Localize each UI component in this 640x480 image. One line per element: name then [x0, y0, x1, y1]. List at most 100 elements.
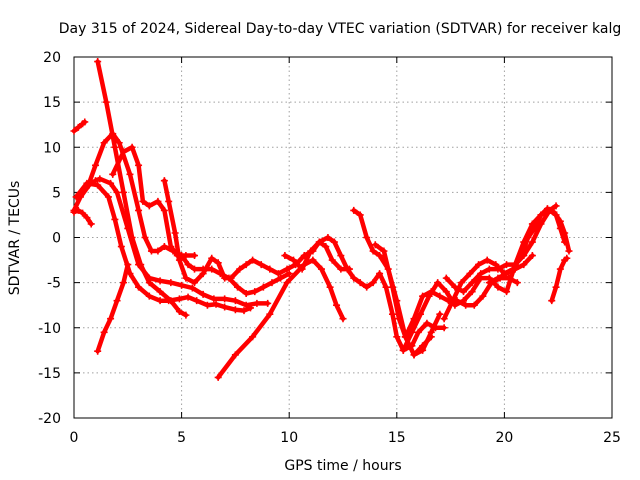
data-point: [257, 261, 265, 269]
data-point: [160, 206, 168, 214]
data-point: [81, 118, 89, 126]
data-point: [175, 256, 183, 264]
data-point: [408, 328, 416, 336]
data-point: [165, 297, 173, 305]
data-point: [111, 143, 119, 151]
data-point: [145, 202, 153, 210]
data-point: [477, 270, 485, 278]
data-point: [561, 229, 569, 237]
data-point: [281, 252, 289, 260]
data-point: [191, 265, 199, 273]
data-point: [119, 279, 127, 287]
data-point: [414, 328, 422, 336]
data-point: [72, 193, 80, 201]
data-point: [227, 274, 235, 282]
data-point: [369, 247, 377, 255]
y-tick-label: 5: [52, 185, 61, 201]
data-point: [231, 306, 239, 314]
data-point: [290, 256, 298, 264]
data-point: [468, 279, 476, 287]
data-point: [343, 265, 351, 273]
data-point: [184, 261, 192, 269]
y-tick-label: 20: [43, 50, 61, 66]
data-point: [363, 283, 371, 291]
data-point: [231, 351, 239, 359]
data-point: [249, 333, 257, 341]
data-point: [253, 299, 261, 307]
data-point: [470, 301, 478, 309]
data-point: [460, 288, 468, 296]
data-point: [178, 281, 186, 289]
data-point: [330, 238, 338, 246]
data-point: [259, 283, 267, 291]
data-point: [113, 297, 121, 305]
series-points-sat-d: [70, 206, 95, 228]
data-point: [552, 283, 560, 291]
data-point: [109, 130, 117, 138]
data-point: [380, 247, 388, 255]
data-point: [457, 279, 465, 287]
data-point: [100, 328, 108, 336]
data-point: [94, 58, 102, 66]
data-point: [208, 254, 216, 262]
data-point: [124, 261, 132, 269]
data-point: [494, 265, 502, 273]
data-point: [317, 265, 325, 273]
data-point: [324, 234, 332, 241]
data-point: [92, 161, 100, 169]
data-point: [242, 289, 250, 297]
data-point: [416, 310, 424, 318]
series-trace-sat-k: [282, 235, 447, 353]
data-point: [107, 179, 115, 187]
data-point: [191, 279, 199, 287]
data-point: [70, 208, 78, 216]
data-point: [135, 161, 143, 169]
data-point: [199, 270, 207, 278]
data-point: [156, 277, 164, 285]
data-point: [208, 265, 216, 273]
series-points-sat-m: [371, 241, 435, 359]
series-trace-sat-t: [549, 256, 570, 303]
x-tick-label: 10: [280, 430, 298, 446]
data-point: [371, 241, 379, 249]
data-point: [479, 292, 487, 300]
y-tick-label: 0: [52, 231, 61, 247]
data-point: [100, 139, 108, 147]
data-point: [214, 259, 222, 267]
data-point: [466, 270, 474, 278]
data-point: [214, 373, 222, 381]
data-point: [556, 217, 564, 225]
data-point: [147, 247, 155, 255]
data-point: [528, 252, 536, 260]
data-point: [111, 215, 119, 223]
data-point: [109, 170, 117, 178]
series-points-sat-k: [281, 234, 448, 354]
data-point: [117, 243, 125, 251]
data-point: [188, 284, 196, 292]
chart-title: Day 315 of 2024, Sidereal Day-to-day VTE…: [59, 21, 621, 37]
x-tick-label: 25: [603, 430, 621, 446]
data-point: [548, 297, 556, 305]
series-trace-sat-s: [512, 206, 572, 267]
data-point: [240, 307, 248, 315]
data-point: [94, 181, 102, 189]
y-tick-label: -10: [38, 321, 61, 337]
data-point: [503, 270, 511, 278]
series-points-sat-j: [214, 256, 347, 381]
data-point: [363, 234, 371, 241]
data-point: [135, 206, 143, 214]
data-point: [266, 265, 274, 273]
data-point: [376, 252, 384, 260]
data-point: [175, 308, 183, 316]
data-point: [221, 295, 229, 303]
data-point: [128, 143, 136, 151]
data-point: [203, 301, 211, 309]
data-point: [113, 188, 121, 196]
data-point: [440, 324, 448, 332]
data-point: [234, 283, 242, 291]
y-tick-label: -5: [47, 276, 61, 292]
data-point: [485, 279, 493, 287]
data-point: [145, 292, 153, 300]
data-point: [184, 293, 192, 301]
data-point: [283, 279, 291, 287]
